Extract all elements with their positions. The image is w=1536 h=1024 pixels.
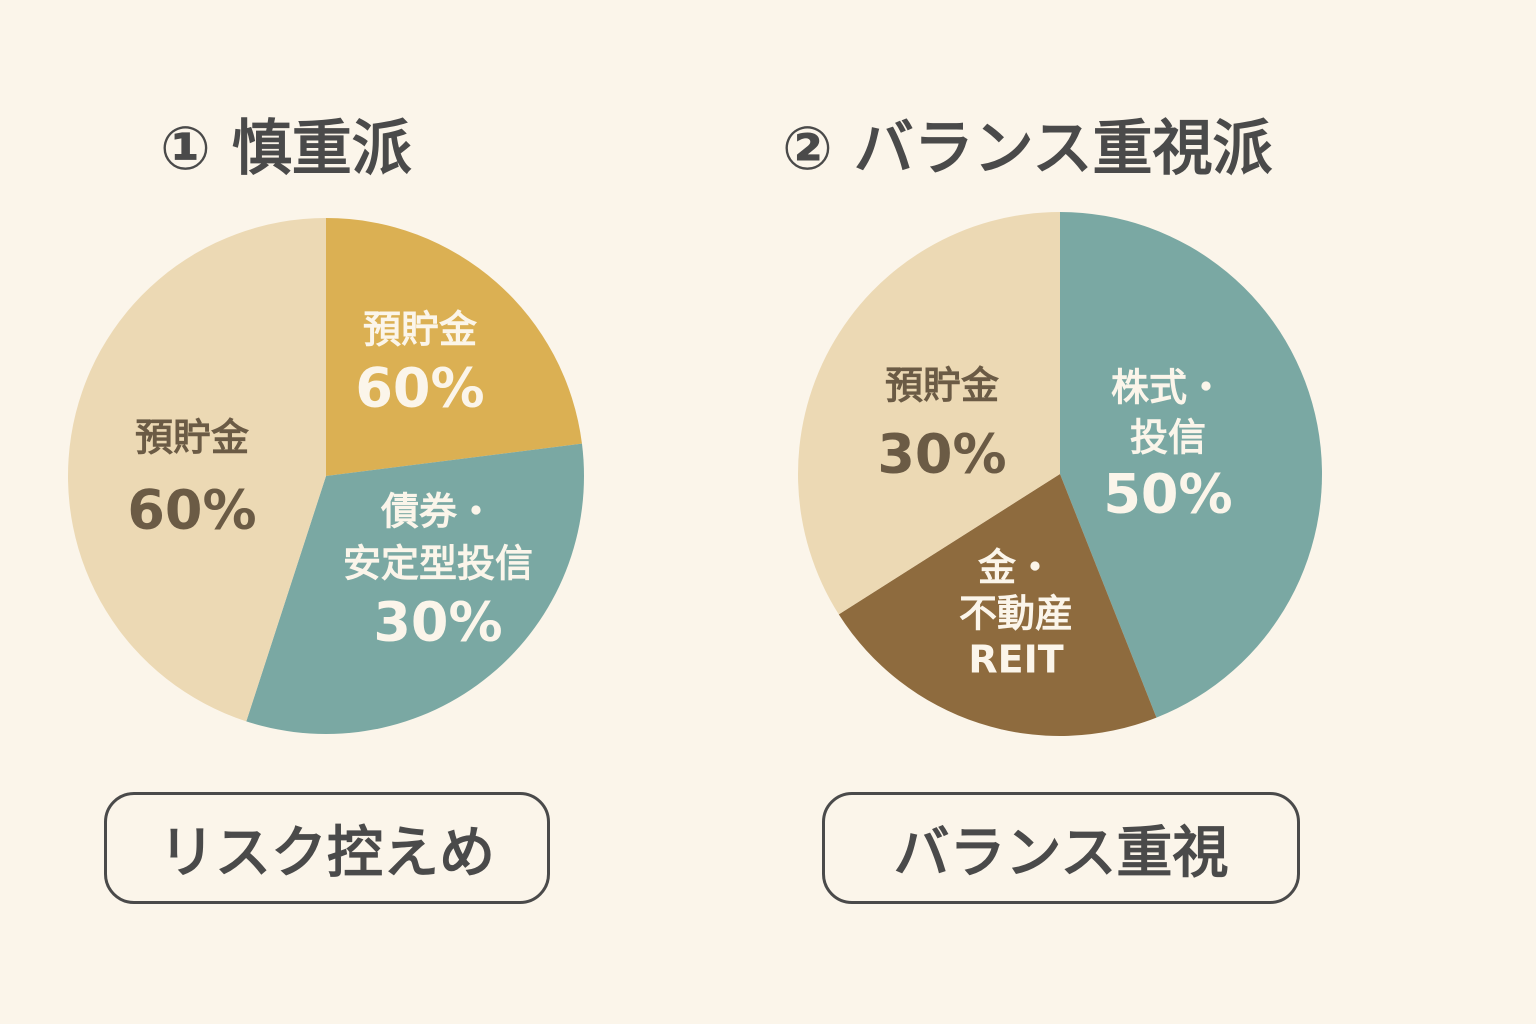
pie-2-slice-2-label-2: 不動産 bbox=[959, 592, 1073, 636]
pie-chart-1: 預貯金 60% 債券・安定型投信 30% 預貯金 60% bbox=[68, 218, 584, 734]
pie-2-slice-1 bbox=[1060, 212, 1323, 718]
pie-2-slice-3-label-1: 預貯金 bbox=[885, 364, 1000, 408]
badge-balanced: バランス重視 bbox=[822, 792, 1300, 904]
pie-2-slice-1-value: 50% bbox=[1103, 463, 1232, 526]
pie-2-slice-2-label-1: 金・ bbox=[977, 546, 1054, 590]
pie-1-slice-2-label-2: 安定型投信 bbox=[343, 542, 533, 586]
pie-1-slice-2 bbox=[246, 443, 584, 734]
pie-1-slice-2-label-1: 債券・ bbox=[380, 490, 495, 534]
pie-1-slice-3-value: 60% bbox=[127, 479, 256, 542]
pie-2-slice-3 bbox=[798, 212, 1060, 615]
chart-title-cautious: ① 慎重派 bbox=[160, 114, 412, 184]
pie-2-slice-3-value: 30% bbox=[877, 423, 1006, 486]
pie-1-slice-3-label-1: 預貯金 bbox=[135, 416, 250, 460]
pie-1-slice-2-value: 30% bbox=[373, 591, 502, 654]
pie-1-slice-1 bbox=[326, 218, 582, 476]
pie-2-slice-2-label-3: REIT bbox=[968, 638, 1063, 682]
chart-title-balanced: ② バランス重視派 bbox=[782, 114, 1273, 184]
pie-2-slice-2 bbox=[838, 474, 1157, 736]
pie-2-slice-1-label-1: 株式・ bbox=[1111, 366, 1225, 410]
pie-1-slice-1-label-1: 預貯金 bbox=[363, 308, 478, 352]
pie-1-slice-1-value: 60% bbox=[355, 357, 484, 420]
pie-1-slice-3 bbox=[68, 218, 326, 722]
badge-risk-low: リスク控えめ bbox=[104, 792, 550, 904]
pie-2-slice-1-label-2: 投信 bbox=[1130, 416, 1206, 460]
